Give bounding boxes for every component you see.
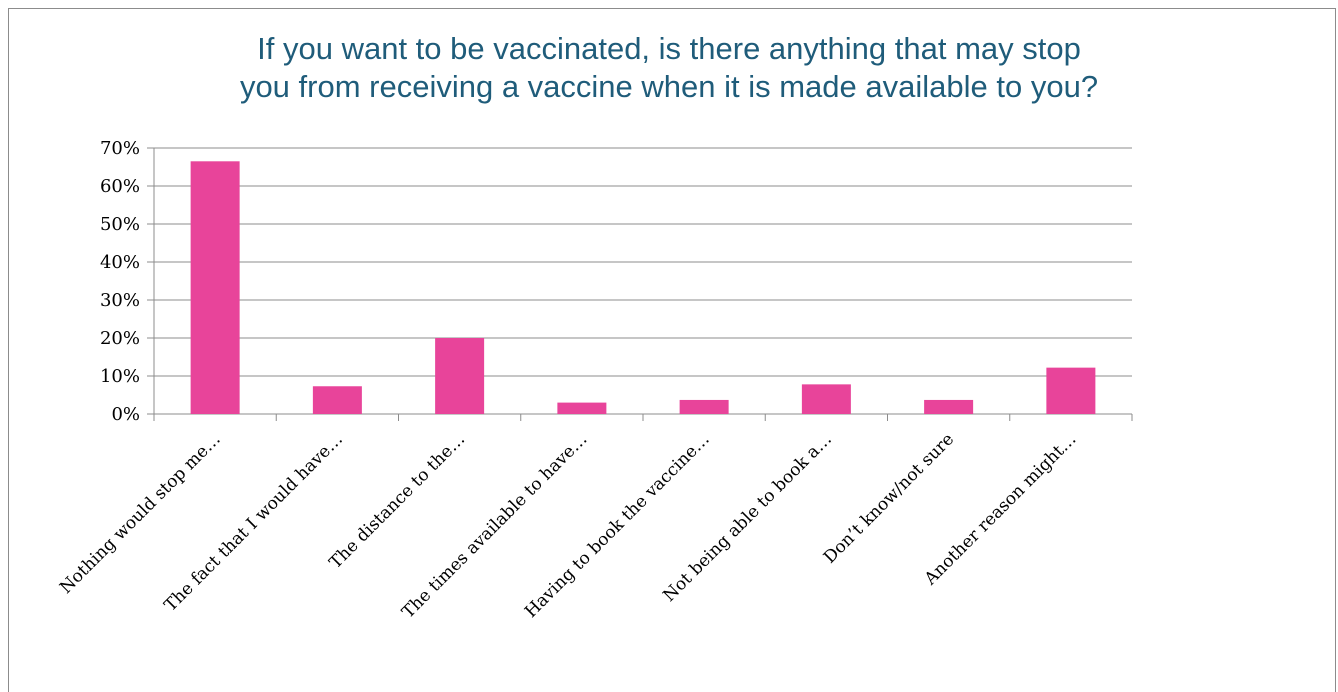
bar (190, 161, 240, 414)
y-tick-label: 10% (100, 366, 140, 387)
bar (679, 399, 729, 414)
chart-title-line-2: you from receiving a vaccine when it is … (239, 69, 1099, 104)
y-tick-label: 40% (100, 252, 140, 273)
bar (924, 399, 974, 414)
x-category-label: Don’t know/not sure (820, 429, 958, 567)
y-tick-label: 70% (100, 138, 140, 159)
chart-title: If you want to be vaccinated, is there a… (0, 30, 1338, 106)
y-tick-label: 20% (100, 328, 140, 349)
bar (801, 384, 851, 414)
x-category-label: The distance to the… (326, 429, 470, 573)
bar (312, 386, 362, 414)
y-tick-label: 60% (100, 176, 140, 197)
bar (557, 402, 607, 414)
y-tick-label: 50% (100, 214, 140, 235)
y-tick-label: 30% (100, 290, 140, 311)
bar (435, 338, 485, 414)
chart-title-line-1: If you want to be vaccinated, is there a… (257, 31, 1081, 66)
bar (1046, 367, 1096, 414)
y-tick-label: 0% (111, 404, 140, 425)
